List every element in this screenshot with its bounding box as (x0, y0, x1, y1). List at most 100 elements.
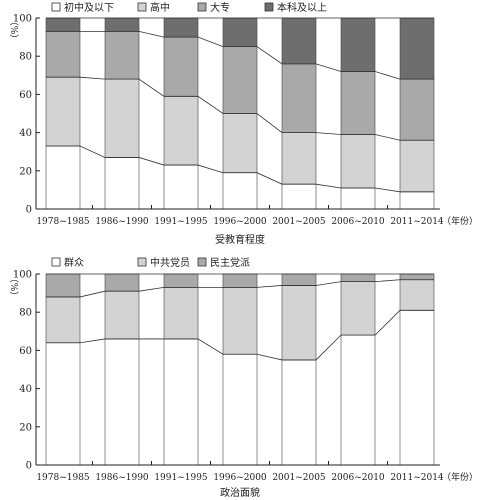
bar-segment (340, 273, 376, 282)
y-tick-label: 100 (13, 270, 32, 281)
bar-segment (104, 290, 140, 340)
bar-segment (45, 76, 81, 147)
bar-segment (399, 309, 435, 466)
y-axis-label: （%） (8, 17, 19, 44)
y-tick-label: 60 (19, 90, 32, 101)
legend-label: 群众 (64, 256, 84, 269)
y-tick-label: 80 (19, 308, 32, 319)
bar-segment (281, 132, 317, 185)
bar-segment (340, 281, 376, 336)
bar-segment (281, 183, 317, 210)
bar-segment (222, 17, 258, 47)
legend: 群众 中共党员 民主党派 (51, 256, 250, 269)
legend-label: 民主党派 (210, 256, 250, 269)
bar-segment (45, 31, 81, 78)
bar-segment (399, 191, 435, 210)
bar-segment (340, 187, 376, 210)
chart-2: 群众 中共党员 民主党派 0 20 40 60 80 100 1978~1985 1986~1990… (8, 256, 478, 499)
y-tick-label: 60 (19, 346, 32, 357)
bar-segment (281, 63, 317, 133)
bars (45, 17, 435, 210)
series-boundary-line (46, 309, 434, 361)
bar-segment (340, 334, 376, 466)
x-unit-label: （年份） (442, 471, 478, 483)
bar-segment (163, 338, 199, 466)
bar-segment (104, 31, 140, 80)
y-axis-label: （%） (8, 274, 19, 301)
legend: 初中及以下 高中 大专 本科及以上 (51, 1, 327, 14)
bar-segment (281, 17, 317, 65)
bar-segment (340, 71, 376, 135)
bar-segment (163, 164, 199, 210)
bar-segment (222, 353, 258, 466)
axes: 0 20 40 60 80 100 1978~1985 1986~1990 1991~1995 1… (8, 14, 478, 228)
bar-segment (222, 113, 258, 174)
bar-segment (399, 139, 435, 193)
bar-segment (399, 17, 435, 80)
y-tick-label: 0 (26, 205, 32, 216)
bar-segment (222, 273, 258, 288)
legend-label: 大专 (210, 1, 230, 14)
legend-label: 中共党员 (150, 256, 190, 269)
bar-segment (399, 78, 435, 141)
legend-swatch (264, 2, 274, 12)
x-axis-title: 政治面貌 (220, 486, 260, 499)
bar-segment (163, 287, 199, 340)
chart-1: 初中及以下 高中 大专 本科及以上 0 20 40 60 80 100 1978~1985 1986~… (8, 1, 478, 246)
bar-segment (399, 273, 435, 281)
bar-segment (163, 273, 199, 288)
x-tick-label: 2006~2010 (331, 473, 385, 483)
bar-segment (104, 157, 140, 210)
bar-segment (45, 17, 81, 32)
series-boundary-line (46, 145, 434, 193)
x-unit-label: （年份） (442, 215, 478, 227)
bar-segment (281, 359, 317, 466)
bar-segment (104, 338, 140, 466)
bar-segment (399, 279, 435, 311)
y-tick-label: 20 (19, 166, 32, 177)
y-tick-label: 100 (13, 14, 32, 25)
y-tick-label: 40 (19, 128, 32, 139)
x-tick-label: 2001~2005 (272, 217, 326, 227)
bar-segment (340, 134, 376, 189)
bar-segment (163, 17, 199, 38)
bar-segment (281, 285, 317, 361)
bar-segment (163, 96, 199, 166)
bar-segment (163, 36, 199, 97)
y-tick-label: 40 (19, 384, 32, 395)
bar-segment (45, 273, 81, 298)
bars (45, 273, 435, 466)
connectors (46, 17, 434, 193)
x-tick-label: 1986~1990 (95, 473, 149, 483)
x-tick-label: 1978~1985 (36, 473, 90, 483)
legend-swatch (51, 2, 61, 12)
legend-label: 初中及以下 (64, 1, 114, 14)
bar-segment (222, 46, 258, 114)
x-tick-label: 1991~1995 (154, 217, 208, 227)
x-tick-label: 1996~2000 (213, 217, 267, 227)
legend-label: 高中 (150, 1, 170, 14)
x-tick-label: 1978~1985 (36, 217, 90, 227)
connectors (46, 273, 434, 361)
legend-swatch (137, 257, 147, 267)
legend-swatch (197, 257, 207, 267)
legend-label: 本科及以上 (277, 1, 327, 14)
series-boundary-line (46, 76, 434, 141)
axes: 0 20 40 60 80 100 1978~1985 1986~1990 1991~1995 1… (8, 270, 478, 484)
bar-segment (281, 273, 317, 286)
x-tick-label: 1986~1990 (95, 217, 149, 227)
x-tick-label: 2011~2014 (390, 473, 444, 483)
bar-segment (222, 172, 258, 210)
legend-swatch (51, 257, 61, 267)
bar-segment (222, 287, 258, 355)
x-tick-label: 2006~2010 (331, 217, 385, 227)
bar-segment (45, 145, 81, 210)
bar-segment (340, 17, 376, 72)
x-tick-label: 1996~2000 (213, 473, 267, 483)
y-tick-label: 20 (19, 422, 32, 433)
series-boundary-line (46, 30, 434, 80)
bar-segment (45, 296, 81, 344)
bar-segment (104, 78, 140, 158)
x-tick-label: 1991~1995 (154, 473, 208, 483)
